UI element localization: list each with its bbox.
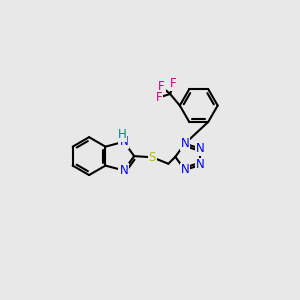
Text: N: N: [181, 164, 189, 176]
Text: N: N: [119, 135, 128, 148]
Text: H: H: [118, 128, 126, 141]
Text: S: S: [148, 151, 156, 164]
Text: F: F: [170, 77, 177, 90]
Text: N: N: [119, 164, 128, 177]
Text: N: N: [196, 158, 205, 172]
Text: N: N: [196, 142, 205, 155]
Text: F: F: [156, 91, 162, 104]
Text: N: N: [181, 137, 189, 150]
Text: F: F: [158, 80, 165, 93]
